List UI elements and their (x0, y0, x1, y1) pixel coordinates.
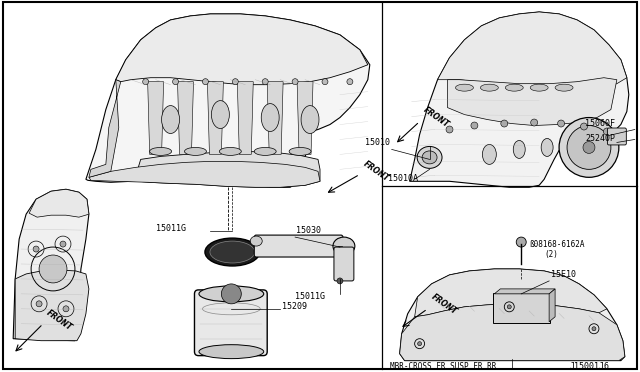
Circle shape (567, 125, 611, 169)
Ellipse shape (483, 144, 497, 164)
Ellipse shape (301, 106, 319, 134)
Text: 15010: 15010 (365, 138, 390, 147)
Ellipse shape (481, 84, 499, 91)
Ellipse shape (199, 286, 264, 302)
Circle shape (202, 79, 209, 85)
Text: 15209: 15209 (282, 302, 307, 311)
Text: J15001J6: J15001J6 (569, 362, 609, 371)
Polygon shape (177, 82, 193, 154)
Ellipse shape (261, 104, 279, 131)
Ellipse shape (456, 84, 474, 91)
FancyBboxPatch shape (195, 290, 268, 356)
Ellipse shape (513, 141, 525, 158)
Ellipse shape (422, 151, 437, 164)
Polygon shape (116, 14, 368, 85)
FancyBboxPatch shape (334, 247, 354, 281)
Ellipse shape (417, 147, 442, 169)
Polygon shape (89, 80, 121, 177)
Circle shape (63, 306, 69, 312)
Polygon shape (29, 189, 89, 217)
Ellipse shape (150, 147, 172, 155)
Polygon shape (438, 12, 627, 91)
Ellipse shape (205, 238, 260, 266)
Polygon shape (207, 82, 223, 154)
Polygon shape (138, 151, 320, 187)
Circle shape (221, 284, 241, 304)
Text: (2): (2) (544, 250, 558, 259)
Ellipse shape (333, 237, 355, 255)
Ellipse shape (506, 84, 524, 91)
Circle shape (557, 120, 564, 127)
Text: FRONT: FRONT (429, 293, 459, 317)
Ellipse shape (220, 147, 241, 155)
Polygon shape (268, 82, 283, 154)
FancyBboxPatch shape (607, 128, 627, 145)
Ellipse shape (541, 138, 553, 156)
Circle shape (232, 79, 238, 85)
Ellipse shape (254, 147, 276, 155)
Text: MBR-CROSS FR SUSP FR RR: MBR-CROSS FR SUSP FR RR (390, 362, 496, 371)
Circle shape (36, 301, 42, 307)
Circle shape (446, 126, 453, 133)
Ellipse shape (199, 345, 264, 359)
Text: ß08168-6162A: ß08168-6162A (529, 240, 585, 249)
Ellipse shape (184, 147, 207, 155)
Circle shape (337, 278, 343, 284)
Circle shape (516, 237, 526, 247)
Ellipse shape (555, 84, 573, 91)
Circle shape (559, 118, 619, 177)
Circle shape (60, 241, 66, 247)
Circle shape (471, 122, 478, 129)
Polygon shape (415, 269, 607, 317)
FancyBboxPatch shape (493, 293, 550, 323)
Circle shape (501, 120, 508, 127)
Ellipse shape (211, 100, 229, 128)
Polygon shape (549, 289, 555, 322)
Circle shape (592, 327, 596, 331)
Polygon shape (15, 270, 89, 341)
Polygon shape (13, 189, 89, 341)
Text: 15011G: 15011G (295, 292, 325, 301)
Circle shape (604, 128, 611, 135)
Circle shape (580, 123, 588, 130)
Circle shape (143, 79, 148, 85)
Ellipse shape (210, 241, 255, 263)
Text: FRONT: FRONT (45, 309, 74, 333)
Circle shape (531, 119, 538, 126)
Polygon shape (89, 161, 320, 187)
Circle shape (262, 79, 268, 85)
Circle shape (583, 141, 595, 153)
Polygon shape (400, 304, 625, 360)
Circle shape (292, 79, 298, 85)
Ellipse shape (250, 236, 262, 246)
FancyBboxPatch shape (254, 235, 343, 257)
Text: 15010A: 15010A (388, 174, 418, 183)
Circle shape (39, 255, 67, 283)
Text: FRONT: FRONT (362, 159, 391, 183)
Polygon shape (494, 289, 555, 294)
Polygon shape (148, 82, 164, 154)
Polygon shape (237, 82, 253, 154)
Text: 25240P: 25240P (585, 134, 615, 144)
Text: FRONT: FRONT (422, 106, 451, 129)
Circle shape (418, 342, 422, 346)
Polygon shape (400, 269, 625, 360)
Polygon shape (447, 78, 617, 125)
Text: 15060F: 15060F (585, 119, 615, 128)
Circle shape (347, 79, 353, 85)
Circle shape (322, 79, 328, 85)
Text: 15E10: 15E10 (551, 270, 576, 279)
Ellipse shape (289, 147, 311, 155)
Polygon shape (86, 14, 370, 187)
Circle shape (173, 79, 179, 85)
Ellipse shape (530, 84, 548, 91)
Circle shape (508, 305, 511, 309)
Polygon shape (410, 12, 629, 187)
Text: 15011G: 15011G (156, 224, 186, 233)
Ellipse shape (162, 106, 180, 134)
Circle shape (33, 246, 39, 252)
Text: 15030: 15030 (296, 226, 321, 235)
Polygon shape (297, 82, 313, 154)
